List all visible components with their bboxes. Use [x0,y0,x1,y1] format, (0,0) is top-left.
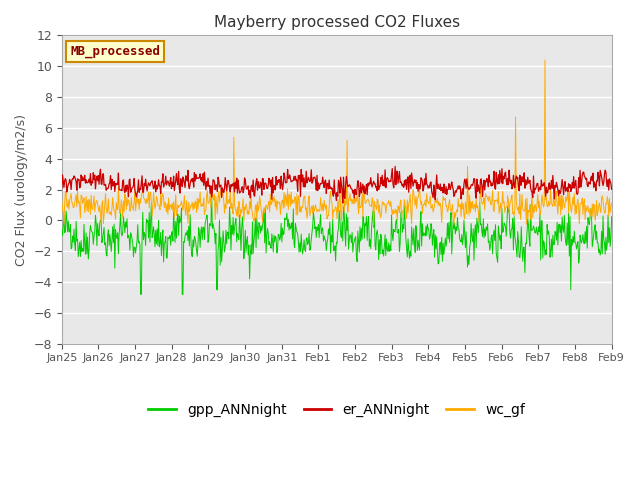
Y-axis label: CO2 Flux (urology/m2/s): CO2 Flux (urology/m2/s) [15,114,28,265]
Legend: gpp_ANNnight, er_ANNnight, wc_gf: gpp_ANNnight, er_ANNnight, wc_gf [143,397,531,422]
Title: Mayberry processed CO2 Fluxes: Mayberry processed CO2 Fluxes [214,15,460,30]
Text: MB_processed: MB_processed [70,45,160,58]
